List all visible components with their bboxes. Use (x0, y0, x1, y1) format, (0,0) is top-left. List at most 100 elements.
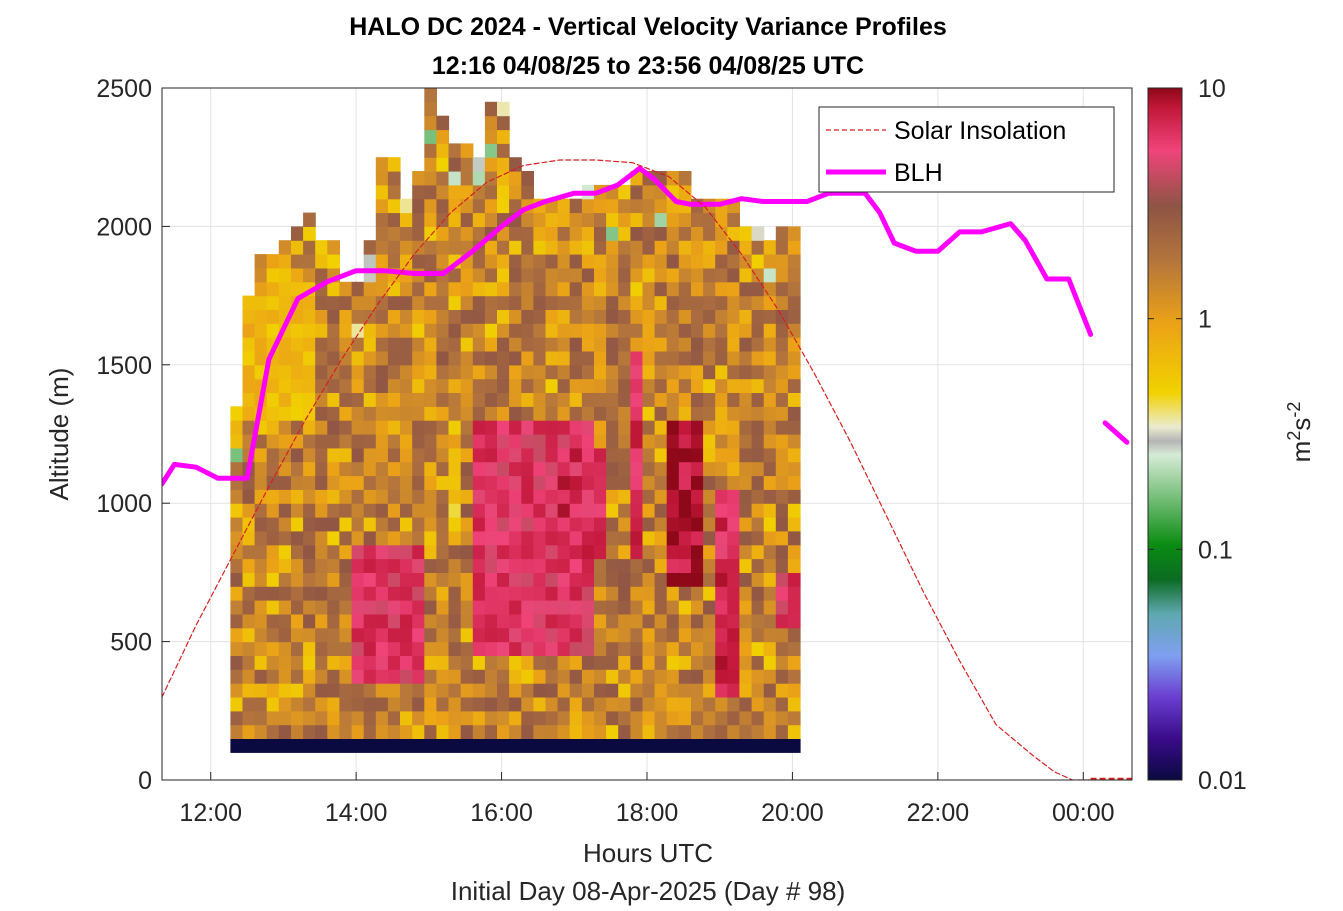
heatmap-cell (751, 655, 765, 670)
heatmap-cell (594, 447, 607, 463)
heatmap-cell (545, 544, 559, 560)
heatmap-cell (763, 364, 777, 380)
heatmap-cell (436, 558, 450, 573)
heatmap-cell (775, 475, 789, 490)
heatmap-cell (606, 364, 619, 380)
heatmap-cell (715, 697, 728, 712)
heatmap-cell (230, 600, 244, 615)
heatmap-cell (497, 420, 510, 435)
heatmap-cell (436, 600, 450, 615)
heatmap-cell (654, 572, 668, 587)
heatmap-cell (400, 710, 413, 726)
heatmap-cell (254, 267, 268, 283)
heatmap-cell (618, 683, 631, 698)
y-tick-label: 500 (110, 629, 152, 657)
heatmap-cell (375, 184, 389, 200)
heatmap-cell (594, 641, 607, 656)
heatmap-cell (242, 669, 256, 684)
heatmap-cell (787, 558, 801, 573)
heatmap-cell (303, 489, 316, 504)
heatmap-cell (412, 627, 425, 643)
heatmap-cell (387, 295, 401, 310)
heatmap-cell (460, 434, 474, 449)
heatmap-cell (581, 198, 595, 214)
heatmap-cell (678, 406, 692, 421)
heatmap-cell (751, 669, 765, 684)
heatmap-cell (775, 447, 789, 463)
heatmap-cell (375, 434, 389, 449)
heatmap-cell (375, 641, 389, 656)
heatmap-cell (400, 392, 413, 407)
x-tick-label: 18:00 (616, 799, 679, 827)
heatmap-cell (448, 489, 462, 504)
heatmap-cell (533, 267, 547, 283)
heatmap-cell (751, 295, 765, 310)
heatmap-cell (557, 586, 571, 601)
heatmap-cell (266, 461, 280, 477)
heatmap-cell (363, 392, 377, 407)
heatmap-cell (339, 489, 353, 504)
heatmap-cell (291, 447, 304, 463)
heatmap-cell (424, 586, 437, 601)
heatmap-cell (242, 572, 256, 587)
heatmap-cell (448, 447, 462, 463)
heatmap-cell (715, 406, 728, 421)
heatmap-cell (448, 143, 462, 158)
heatmap-cell (424, 406, 437, 421)
heatmap-cell (387, 420, 401, 435)
heatmap-cell (594, 544, 607, 560)
heatmap-cell (533, 710, 547, 726)
heatmap-cell (460, 558, 474, 573)
heatmap-cell (254, 710, 268, 726)
heatmap-cell (715, 309, 728, 324)
heatmap-cell (678, 558, 692, 573)
heatmap-cell (266, 627, 280, 643)
heatmap-cell (642, 323, 656, 338)
heatmap-cell (654, 309, 668, 324)
heatmap-cell (436, 392, 450, 407)
heatmap-cell (412, 724, 425, 739)
heatmap-cell (751, 641, 765, 656)
x-axis-ticks: 12:00 14:00 16:00 18:00 20:00 22:00 00:00 (179, 772, 1115, 827)
heatmap-cell (484, 337, 498, 352)
heatmap-cell (533, 738, 547, 753)
heatmap-cell (533, 254, 547, 269)
heatmap-cell (448, 475, 462, 490)
heatmap-cell (581, 212, 595, 227)
heatmap-cell (484, 641, 498, 656)
colorbar-tick-label: 0.01 (1198, 767, 1247, 795)
heatmap-cell (460, 627, 474, 643)
heatmap-cell (630, 586, 644, 601)
heatmap-cell (727, 627, 740, 643)
heatmap-cell (691, 517, 704, 532)
heatmap-cell (521, 627, 534, 643)
heatmap-cell (581, 697, 595, 712)
heatmap-cell (678, 447, 692, 463)
heatmap-cell (642, 517, 656, 532)
heatmap-cell (763, 627, 777, 643)
heatmap-cell (533, 406, 547, 421)
heatmap-cell (400, 683, 413, 698)
heatmap-cell (436, 434, 450, 449)
heatmap-cell (448, 378, 462, 393)
heatmap-cell (581, 337, 595, 352)
heatmap-cell (303, 558, 316, 573)
heatmap-cell (630, 475, 644, 490)
heatmap-cell (715, 710, 728, 726)
heatmap-cell (545, 447, 559, 463)
heatmap-cell (460, 364, 474, 380)
heatmap-cell (521, 364, 534, 380)
heatmap-cell (242, 489, 256, 504)
heatmap-cell (691, 627, 704, 643)
heatmap-cell (339, 517, 353, 532)
heatmap-cell (412, 240, 425, 255)
heatmap-cell (606, 489, 619, 504)
heatmap-cell (327, 669, 340, 684)
heatmap-cell (339, 586, 353, 601)
heatmap-cell (303, 420, 316, 435)
heatmap-cell (569, 641, 583, 656)
heatmap-cell (363, 323, 377, 338)
heatmap-cell (375, 351, 389, 366)
heatmap-cell (545, 240, 559, 255)
heatmap-cell (594, 309, 607, 324)
